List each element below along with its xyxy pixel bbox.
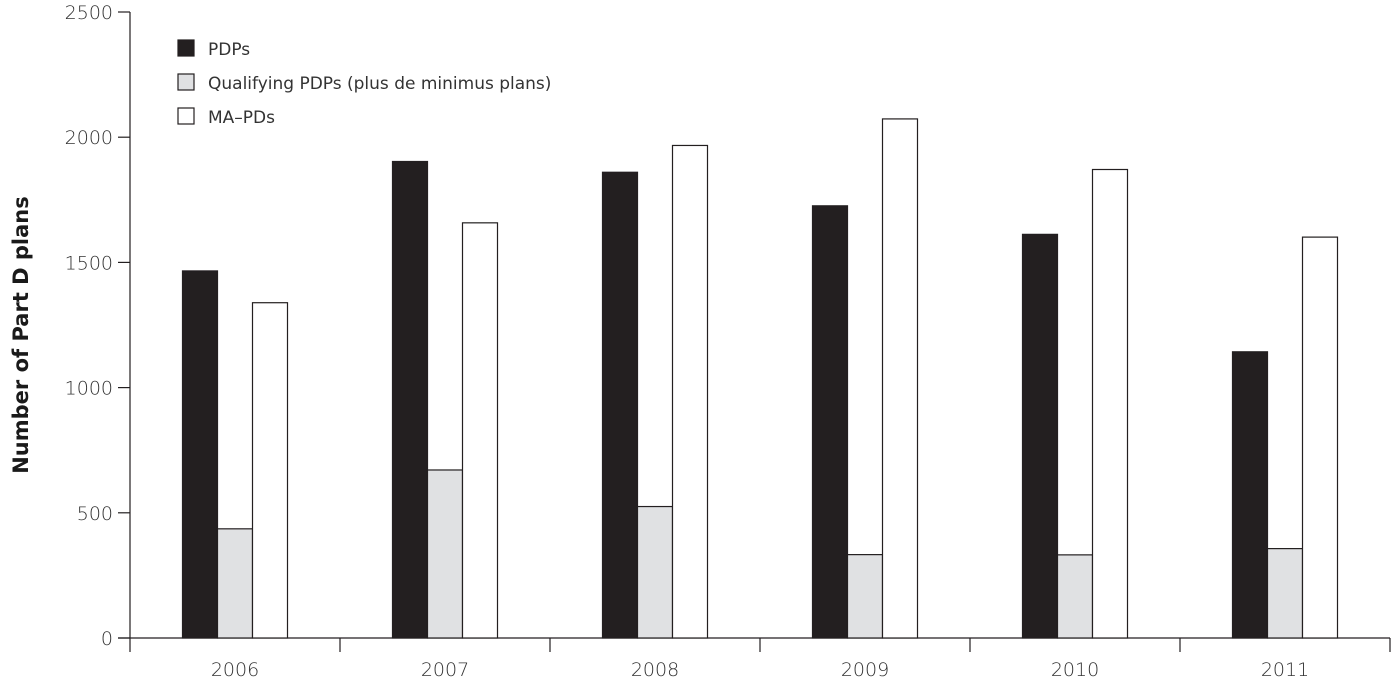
- bar-pdps-2009: [811, 205, 849, 639]
- bar-qualifying-pdps-2006: [216, 528, 254, 639]
- bar-ma-pds-2010: [1091, 168, 1129, 639]
- bar-ma-pds-2008: [671, 144, 709, 639]
- bar-pdps-2011: [1231, 351, 1269, 639]
- bar-ma-pds-2007: [461, 222, 499, 639]
- x-tick-label: 2008: [631, 659, 679, 681]
- bar-pdps-2010: [1021, 233, 1059, 639]
- y-tick-label: 2000: [65, 127, 113, 149]
- legend-label: Qualifying PDPs (plus de minimus plans): [208, 74, 551, 94]
- y-tick-label: 500: [77, 503, 113, 525]
- legend-label: PDPs: [208, 40, 250, 60]
- bar-qualifying-pdps-2011: [1266, 548, 1304, 639]
- y-tick-label: 2500: [65, 2, 113, 24]
- legend: PDPs Qualifying PDPs (plus de minimus pla…: [177, 39, 551, 128]
- y-tick-label: 0: [101, 628, 113, 650]
- bar-ma-pds-2011: [1301, 236, 1339, 639]
- bar-qualifying-pdps-2008: [636, 505, 674, 639]
- y-tick-label: 1000: [65, 378, 113, 400]
- x-tick-label: 2006: [211, 659, 259, 681]
- legend-swatch: [177, 107, 195, 125]
- bar-qualifying-pdps-2009: [846, 554, 884, 639]
- legend-swatch: [177, 73, 195, 91]
- x-tick-label: 2009: [841, 659, 889, 681]
- x-tick-label: 2007: [421, 659, 469, 681]
- x-tick-label: 2010: [1051, 659, 1099, 681]
- x-tick-label: 2011: [1261, 659, 1309, 681]
- bar-qualifying-pdps-2007: [426, 469, 464, 639]
- bar-ma-pds-2006: [251, 302, 289, 639]
- y-axis-title: Number of Part D plans: [9, 196, 33, 474]
- bar-pdps-2008: [601, 171, 639, 639]
- legend-label: MA–PDs: [208, 108, 275, 128]
- bar-ma-pds-2009: [881, 118, 919, 639]
- bar-pdps-2006: [181, 270, 219, 639]
- legend-swatch: [177, 39, 195, 57]
- bar-pdps-2007: [391, 160, 429, 639]
- axes: 0 500 1000 1500 2000 2500 2006 2007 2008 2009 2010…: [65, 2, 1391, 681]
- y-tick-label: 1500: [65, 252, 113, 274]
- bar-qualifying-pdps-2010: [1056, 554, 1094, 639]
- bars: [181, 118, 1339, 639]
